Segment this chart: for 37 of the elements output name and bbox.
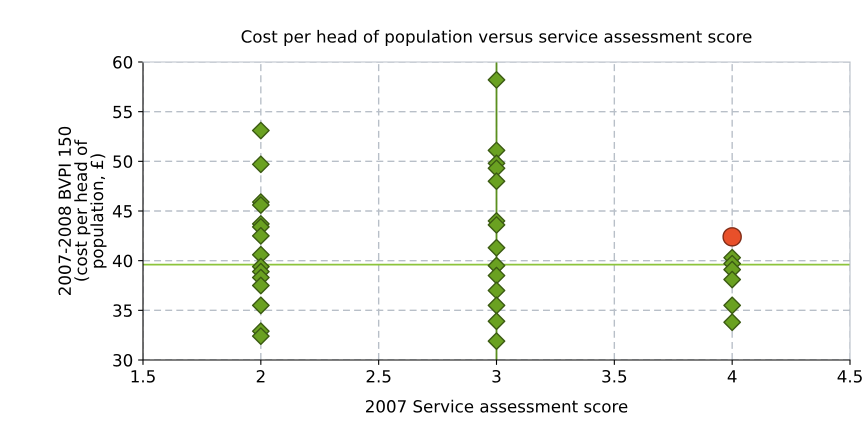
y-tick-label: 55	[113, 106, 132, 118]
y-tick-label: 50	[113, 155, 132, 168]
point	[723, 313, 742, 332]
point	[252, 155, 270, 174]
point	[488, 172, 506, 190]
chart-title: Cost per head of population versus service assessment score	[242, 30, 752, 46]
y-tick-label: 40	[112, 254, 132, 268]
x-tick-label: 3	[492, 370, 500, 383]
point	[723, 270, 742, 288]
point	[723, 296, 742, 314]
point	[488, 266, 506, 284]
point	[722, 227, 742, 247]
x-tick-label: 3.5	[602, 370, 626, 383]
point	[252, 122, 270, 140]
x-axis-title: 2007 Service assessment score	[366, 400, 628, 413]
point	[488, 70, 506, 89]
point	[488, 282, 506, 300]
y-tick-label: 35	[113, 304, 132, 317]
point	[252, 196, 270, 214]
point	[488, 216, 506, 234]
y-tick-label: 30	[113, 354, 132, 367]
x-tick-label: 1.5	[132, 370, 155, 383]
point	[488, 238, 506, 257]
point	[252, 226, 270, 245]
x-tick-label: 2	[256, 370, 264, 382]
y-axis-title: 2007-2008 BVPI 150 (cost per head of population, £)	[58, 126, 107, 296]
point	[252, 276, 270, 294]
y-tick-label: 45	[112, 205, 132, 218]
x-tick-label: 4	[728, 370, 737, 382]
point	[252, 296, 270, 314]
point	[488, 296, 506, 314]
x-tick-label: 2.5	[366, 370, 390, 383]
point	[488, 312, 506, 330]
y-tick-label: 60	[113, 56, 132, 69]
x-tick-label: 4.5	[838, 370, 862, 383]
point	[252, 327, 270, 346]
point	[488, 332, 506, 350]
